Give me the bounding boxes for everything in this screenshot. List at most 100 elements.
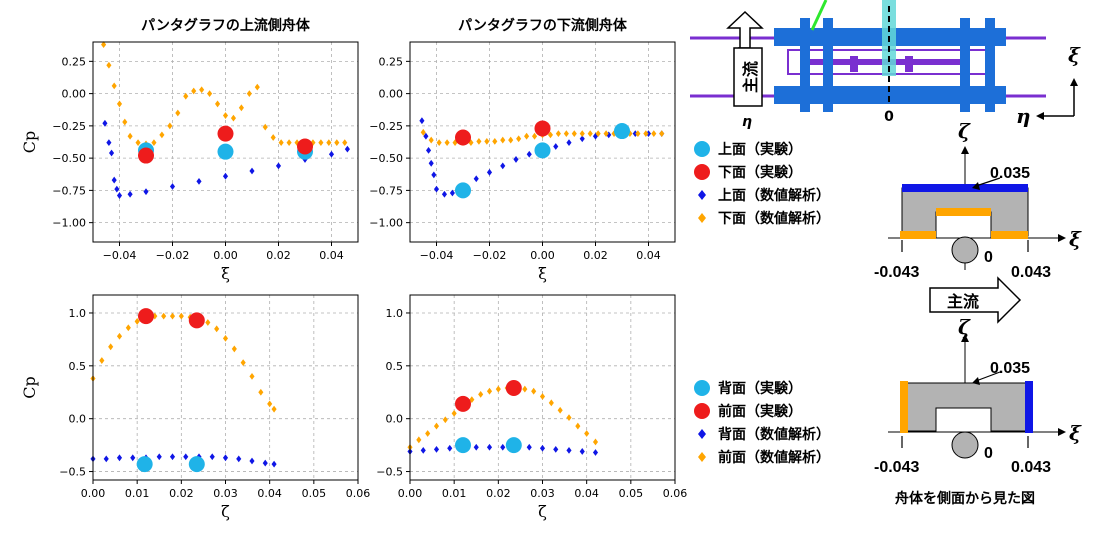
origin-label-2: 0 [984, 445, 993, 462]
y-tick-label: 0.00 [379, 88, 404, 101]
series-1 [407, 384, 599, 451]
data-point-num [632, 130, 638, 138]
dim-label-left-2: -0.043 [874, 459, 919, 476]
data-point-num [102, 119, 108, 127]
dim-arrowhead-top-2-icon [972, 377, 980, 385]
data-point-num [513, 156, 519, 163]
legend-marker-circle-icon [694, 380, 710, 396]
xi-axis-arrowhead-icon [1070, 78, 1078, 86]
data-point-num [111, 176, 117, 184]
chart-upstream-top: −0.04 −0.02 0.00 0.02 0.04 0.25 0.00 −0.25 −0.50… [20, 17, 359, 283]
y-tick-label: 0.5 [69, 360, 87, 373]
x-tick-label: 0.04 [319, 249, 344, 262]
data-point-num [101, 41, 107, 48]
pantograph-top-view: 0 主流 η ξ η [690, 0, 1081, 130]
data-point-num [553, 445, 559, 453]
horn-left-1 [800, 18, 810, 112]
data-point-num [592, 132, 599, 140]
data-point-num [238, 104, 244, 112]
xi-axis-arrowhead-icon [1058, 234, 1066, 242]
y-tick-label: 0.0 [386, 413, 404, 426]
x-tick-label: 0.01 [125, 487, 150, 500]
y-tick-label: −1.00 [369, 217, 403, 230]
data-point-num [111, 82, 117, 90]
data-point-exp [455, 182, 471, 199]
data-point-exp [455, 129, 471, 146]
horn-left-2 [823, 18, 833, 112]
x-tick-label: 0.02 [266, 249, 291, 262]
data-point-num [196, 177, 202, 185]
data-point-num [426, 146, 432, 154]
lower-surface-left-highlight [900, 231, 936, 239]
x-tick-label: 0.06 [663, 487, 688, 500]
data-point-num [106, 61, 112, 69]
data-point-num [130, 454, 136, 462]
data-point-exp [138, 147, 154, 164]
data-point-exp [455, 395, 471, 412]
data-point-num [486, 168, 493, 176]
data-point-num [108, 343, 114, 351]
data-point-num [449, 189, 455, 197]
data-point-num [476, 137, 482, 145]
data-point-exp [534, 120, 551, 137]
data-point-exp [217, 125, 234, 142]
data-point-num [468, 139, 474, 147]
data-point-num [135, 139, 141, 147]
data-point-num [262, 459, 268, 467]
data-point-num [587, 130, 593, 138]
data-point-exp [455, 437, 471, 454]
data-point-num [563, 130, 569, 138]
x-tick-label: 0.04 [574, 487, 599, 500]
data-point-exp [505, 380, 522, 397]
legend-label: 背面（数値解析） [718, 426, 830, 443]
data-point-num [566, 447, 572, 454]
data-point-num [473, 175, 479, 183]
x-tick-label: 0.02 [486, 487, 511, 500]
x-axis-label: ζ [538, 502, 547, 521]
data-point-num [441, 190, 447, 198]
x-tick-label: −0.02 [473, 249, 507, 262]
data-point-exp [505, 437, 522, 454]
data-point-num [651, 130, 657, 138]
data-point-num [579, 135, 585, 143]
data-point-num [420, 447, 426, 454]
x-tick-label: 0.03 [530, 487, 555, 500]
eta-label-small: η [742, 114, 752, 130]
data-point-exp [297, 138, 313, 155]
data-point-exp [188, 312, 205, 329]
data-point-num [433, 422, 440, 430]
data-point-num [436, 139, 442, 147]
data-point-num [318, 139, 324, 147]
data-point-num [270, 134, 276, 141]
horn-right-1 [960, 18, 970, 112]
horn-right-2 [985, 18, 995, 112]
dim-label-right-2: 0.043 [1011, 459, 1051, 476]
data-point-num [508, 136, 514, 144]
support-circle [951, 236, 979, 264]
data-point-num [99, 357, 105, 364]
data-point-num [451, 410, 457, 417]
data-point-num [419, 117, 425, 125]
body-notch-2 [935, 407, 992, 433]
data-point-num [492, 137, 498, 145]
x-tick-label: 0.00 [213, 249, 238, 262]
data-point-num [334, 139, 340, 147]
data-point-exp [534, 142, 551, 159]
data-point-num [478, 390, 484, 398]
plot-frame [92, 41, 359, 243]
y-tick-label: 0.25 [62, 55, 87, 68]
data-point-num [444, 139, 450, 147]
legend-marker-circle-icon [694, 141, 710, 157]
chart-title: パンタグラフの上流側舟体 [141, 17, 311, 34]
data-point-num [473, 443, 479, 451]
y-tick-label: 1.0 [69, 307, 87, 320]
x-axis-label: ζ [221, 502, 230, 521]
data-point-num [249, 457, 255, 465]
series-2 [136, 456, 205, 473]
data-point-num [275, 162, 282, 170]
data-point-num [425, 430, 431, 437]
data-point-num [127, 190, 133, 198]
series-3 [138, 308, 205, 329]
data-point-num [106, 139, 112, 147]
data-point-num [532, 132, 538, 140]
